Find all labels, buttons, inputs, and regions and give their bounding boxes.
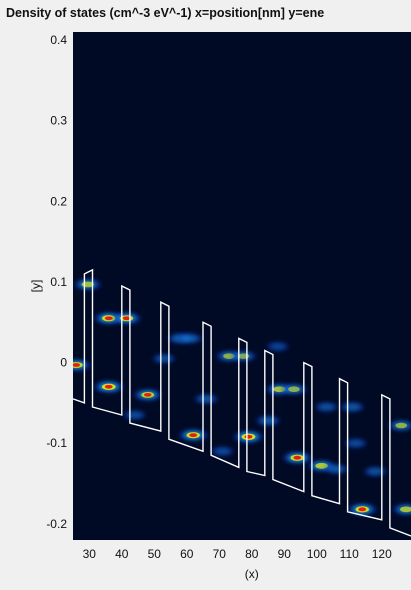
band-profile-line <box>73 268 411 537</box>
y-tick-label: 0 <box>60 356 67 370</box>
dos-hotspot <box>231 351 256 362</box>
x-ticks: 30 40 50 60 70 80 90 100 110 120 <box>83 547 393 561</box>
y-tick-label: 0.4 <box>50 33 67 47</box>
chart-title: Density of states (cm^-3 eV^-1) x=positi… <box>6 6 325 20</box>
y-tick-label: 0.1 <box>50 275 67 289</box>
dos-hotspot <box>281 384 307 395</box>
y-ticks: 0.4 0.3 0.2 0.1 0 -0.1 -0.2 <box>46 33 67 531</box>
dos-hotspot <box>392 503 411 515</box>
y-tick-label: 0.2 <box>50 194 67 208</box>
y-tick-label: 0.3 <box>50 114 67 128</box>
dos-hotspot <box>178 429 208 441</box>
dos-hotspot <box>133 389 162 401</box>
dos-hotspot <box>282 451 312 464</box>
dos-hotspot <box>347 503 377 516</box>
dos-hotspot <box>388 420 411 431</box>
x-tick-label: 120 <box>372 547 392 561</box>
x-tick-label: 30 <box>83 547 97 561</box>
x-tick-label: 90 <box>278 547 292 561</box>
x-tick-label: 110 <box>340 547 359 561</box>
x-tick-label: 100 <box>307 547 327 561</box>
dos-hotspot <box>123 410 146 420</box>
dos-hotspot <box>94 380 124 393</box>
dos-hotspot <box>74 278 101 290</box>
dos-hotspot <box>256 415 280 426</box>
x-tick-label: 60 <box>180 547 194 561</box>
y-tick-label: -0.1 <box>46 436 67 450</box>
dos-hotspot <box>112 312 141 324</box>
dos-hotspot <box>178 333 202 344</box>
y-axis-label: [y] <box>29 280 43 293</box>
x-tick-label: 50 <box>148 547 162 561</box>
dos-hotspot <box>341 402 364 412</box>
dos-hotspot <box>233 430 264 443</box>
dos-hotspot <box>324 464 348 474</box>
dos-hotspot <box>211 446 234 456</box>
x-tick-label: 80 <box>245 547 259 561</box>
dos-hotspot <box>152 353 176 364</box>
dos-hotspot <box>364 466 387 477</box>
x-tick-label: 40 <box>115 547 129 561</box>
dos-hotspot <box>73 359 91 371</box>
x-tick-label: 70 <box>213 547 227 561</box>
y-tick-label: -0.2 <box>46 517 67 531</box>
dos-hotspot <box>267 341 289 351</box>
x-axis-label: (x) <box>245 567 259 581</box>
dos-hotspot <box>194 394 218 404</box>
dos-hotspot <box>315 402 338 412</box>
band-profile <box>73 268 411 537</box>
dos-hotspot <box>344 438 367 448</box>
plot-area <box>73 32 411 540</box>
